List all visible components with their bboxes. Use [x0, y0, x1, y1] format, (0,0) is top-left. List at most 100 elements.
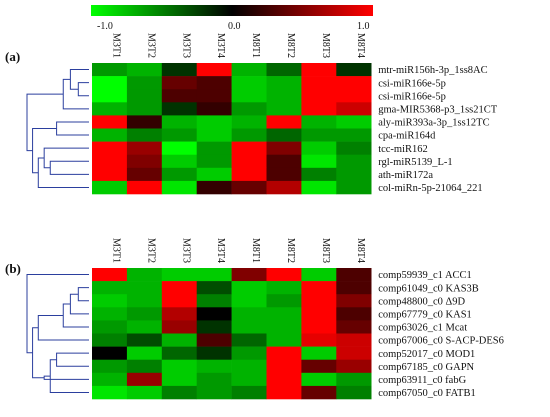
heatmap-cell — [336, 372, 372, 387]
heatmap-cell — [92, 141, 128, 155]
heatmap-cell — [336, 102, 372, 116]
row-label: comp63026_c1 Mcat — [378, 323, 467, 334]
row-label: comp67006_c0 S-ACP-DES6 — [378, 336, 504, 347]
heatmap-cell — [231, 167, 267, 182]
column-label: M8T1 — [250, 238, 261, 263]
row-label: comp59939_c1 ACC1 — [378, 270, 472, 281]
heatmap-cell — [266, 320, 302, 334]
dendrogram-branch — [77, 82, 89, 97]
heatmap-cell — [196, 141, 232, 155]
heatmap-cell — [266, 167, 302, 182]
heatmap-cell — [336, 333, 372, 347]
heatmap-cell — [266, 128, 302, 142]
heatmap-cell — [92, 63, 128, 77]
heatmap-cell — [266, 346, 302, 360]
heatmap-cell — [301, 268, 337, 282]
heatmap-cell — [92, 333, 128, 347]
heatmap-cell — [231, 307, 267, 321]
heatmap-cell — [301, 102, 337, 116]
heatmap-cell — [336, 167, 372, 182]
heatmap-cell — [92, 294, 128, 308]
heatmap-cell — [196, 180, 232, 195]
heatmap-cell — [161, 128, 197, 142]
heatmap-cell — [231, 268, 267, 282]
heatmap-cell — [161, 281, 197, 295]
heatmap-cell — [196, 63, 232, 77]
heatmap-cell — [266, 76, 302, 90]
heatmap-cell — [301, 180, 337, 195]
heatmap-cell — [161, 346, 197, 360]
column-label: M8T4 — [355, 33, 366, 58]
color-scale-legend: -1.0 0.0 1.0 — [91, 5, 373, 32]
heatmap-cell — [301, 141, 337, 155]
heatmap-cell — [266, 102, 302, 116]
heatmap-cell — [196, 294, 232, 308]
dendrogram-branch — [69, 69, 89, 90]
panel-b-dendrogram — [26, 274, 89, 393]
heatmap-cell — [92, 268, 128, 282]
heatmap-cell — [266, 141, 302, 155]
heatmap-cell — [126, 385, 163, 400]
heatmap-cell — [336, 89, 372, 103]
heatmap-cell — [336, 141, 372, 155]
heatmap-cell — [161, 307, 197, 321]
column-label: M3T1 — [110, 238, 121, 263]
heatmap-cell — [301, 281, 337, 295]
heatmap-cell — [126, 359, 163, 374]
column-label: M3T2 — [145, 238, 156, 263]
heatmap-cell — [126, 372, 163, 387]
heatmap-cell — [231, 333, 267, 347]
heatmap-cell — [336, 115, 372, 129]
heatmap-cell — [126, 167, 163, 182]
heatmap-cell — [92, 372, 128, 387]
heatmap-cell — [196, 333, 232, 347]
heatmap-cell — [301, 359, 337, 374]
color-scale-tick-max: 1.0 — [357, 21, 370, 32]
heatmap-panel-b: (b) M3T1 M3T2 M3T3 M3T4 M8T1 M8T2 M8T3 M8T4 com… — [5, 238, 504, 400]
heatmap-cell — [126, 268, 163, 282]
heatmap-cell — [266, 294, 302, 308]
heatmap-cell — [161, 76, 197, 90]
column-label: M3T2 — [145, 33, 156, 58]
heatmap-cell — [266, 268, 302, 282]
row-label: comp63911_c0 fabG — [378, 375, 466, 386]
heatmap-cell — [161, 333, 197, 347]
heatmap-cell — [92, 154, 128, 169]
heatmap-cell — [92, 385, 128, 400]
heatmap-cell — [161, 180, 197, 195]
heatmap-cell — [126, 320, 163, 334]
heatmap-cell — [196, 346, 232, 360]
row-label: cpa-miR164d — [378, 131, 436, 142]
heatmap-cell — [126, 333, 163, 347]
heatmap-cell — [231, 128, 267, 142]
heatmap-cell — [126, 180, 163, 195]
dendrogram-branch — [49, 160, 89, 175]
heatmap-cell — [92, 359, 128, 374]
dendrogram-branch — [62, 78, 89, 110]
heatmap-cell — [126, 102, 163, 116]
heatmap-cell — [92, 115, 128, 129]
heatmap-cell — [161, 372, 197, 387]
heatmap-cell — [336, 307, 372, 321]
row-label: comp67779_c0 KAS1 — [378, 309, 472, 320]
row-label: rgl-miR5139_L-1 — [378, 157, 452, 168]
heatmap-cell — [161, 115, 197, 129]
heatmap-cell — [266, 372, 302, 387]
heatmap-cell — [231, 141, 267, 155]
row-label: gma-MIR5368-p3_1ss21CT — [378, 104, 498, 115]
heatmap-cell — [336, 268, 372, 282]
heatmap-cell — [336, 180, 372, 195]
heatmap-cell — [231, 294, 267, 308]
dendrogram-branch — [43, 147, 89, 169]
dendrogram-branch — [56, 352, 89, 367]
dendrogram-branch — [26, 274, 89, 354]
heatmap-panel-a: (a) M3T1 M3T2 M3T3 M3T4 M8T1 M8T2 M8T3 M8T4 mtr… — [5, 33, 498, 195]
heatmap-cell — [301, 320, 337, 334]
column-label: M3T4 — [215, 33, 226, 58]
row-label: comp52017_c0 MOD1 — [378, 349, 475, 360]
heatmap-cell — [196, 102, 232, 116]
heatmap-cell — [301, 76, 337, 90]
heatmap-cell — [336, 320, 372, 334]
heatmap-cell — [266, 115, 302, 129]
dendrogram-branch — [77, 287, 89, 302]
